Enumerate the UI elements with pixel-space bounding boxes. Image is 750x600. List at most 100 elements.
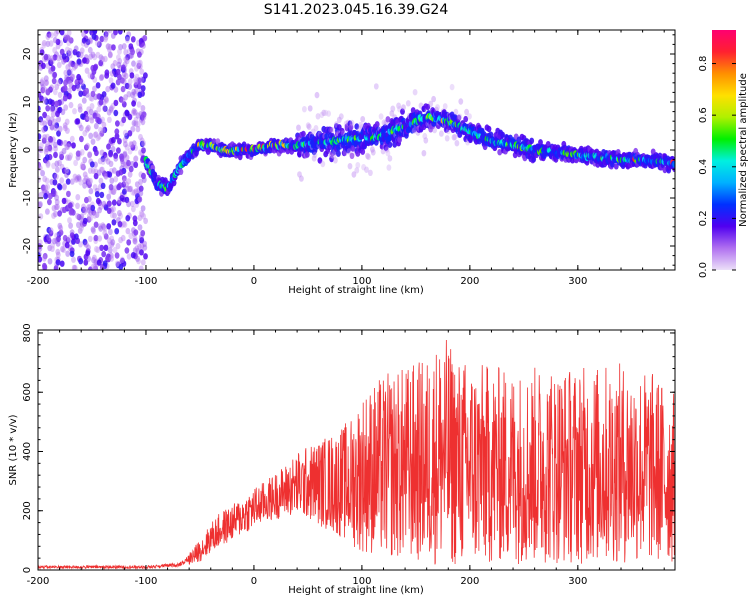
spectrogram-dot	[672, 161, 675, 168]
spectrogram-dot	[44, 79, 50, 86]
spectrogram-dot	[320, 160, 326, 168]
spectrogram-dot	[336, 150, 341, 157]
spectrogram-dot	[136, 257, 142, 265]
spectrogram-dot	[116, 199, 122, 207]
spectrogram-dot	[59, 98, 65, 105]
spectrogram-dot	[351, 171, 357, 178]
spectrogram-dot	[128, 185, 134, 192]
spectrogram-dot	[85, 113, 91, 121]
spectrogram-dot	[87, 37, 93, 44]
spectrogram-dot	[118, 212, 123, 220]
spectrogram-dot	[302, 106, 307, 113]
spectrogram-dot	[54, 83, 60, 91]
spectrogram-dot	[76, 51, 81, 58]
spectrogram-dot	[92, 30, 98, 34]
spectrogram-dot	[41, 97, 47, 105]
spectrogram-x-tick-label: 300	[568, 276, 587, 287]
spectrogram-dot	[113, 176, 119, 183]
spectrogram-dot	[54, 160, 60, 167]
spectrogram-dot	[97, 157, 103, 165]
spectrogram-dot	[76, 58, 82, 65]
spectrogram-dot	[48, 227, 54, 234]
spectrogram-dot	[71, 256, 76, 263]
spectrogram-dot	[54, 100, 60, 107]
spectrogram-dot	[62, 122, 68, 129]
spectrogram-dot	[121, 175, 127, 182]
spectrogram-dot	[61, 147, 67, 155]
spectrogram-dot	[140, 205, 146, 212]
spectrogram-dot	[87, 167, 93, 174]
spectrogram-dot	[57, 184, 63, 191]
spectrogram-dot	[48, 136, 53, 143]
spectrogram-dot	[99, 166, 105, 173]
spectrogram-dot	[134, 73, 140, 81]
spectrogram-dot	[453, 108, 459, 116]
spectrogram-dot	[121, 260, 127, 267]
spectrogram-dot	[103, 172, 108, 179]
spectrogram-dot	[99, 149, 105, 156]
spectrogram-dot	[137, 214, 143, 222]
spectrogram-dot	[38, 201, 43, 208]
spectrogram-dot	[48, 192, 53, 200]
spectrogram-dot	[45, 161, 51, 169]
spectrogram-dot	[135, 255, 140, 262]
spectrogram-dot	[83, 241, 89, 248]
spectrogram-dot	[72, 108, 77, 115]
spectrogram-dot	[138, 190, 144, 197]
spectrogram-dot	[44, 98, 50, 105]
spectrogram-dot	[127, 130, 133, 137]
spectrogram-dot	[130, 144, 136, 151]
spectrogram-dot	[63, 33, 69, 40]
spectrogram-dot	[423, 137, 429, 144]
spectrogram-dot	[96, 259, 102, 266]
spectrogram-dot	[103, 173, 109, 180]
spectrogram-dot	[124, 185, 130, 192]
spectrogram-dot	[299, 175, 304, 182]
spectrogram-dot	[83, 259, 89, 266]
spectrogram-dot	[38, 213, 44, 220]
spectrogram-dot	[86, 244, 91, 251]
snr-x-tick-label: 200	[460, 576, 479, 587]
spectrogram-dot	[467, 113, 472, 120]
snr-y-tick-label: 800	[22, 323, 33, 342]
spectrogram-dot	[71, 64, 77, 71]
spectrogram-dot	[38, 105, 41, 112]
spectrogram-dot	[136, 77, 142, 84]
spectrogram-dot	[39, 80, 45, 87]
spectrogram-dot	[54, 100, 59, 108]
spectrogram-dot	[56, 130, 61, 137]
spectrogram-dot	[73, 62, 79, 69]
spectrogram-dot	[99, 191, 105, 199]
spectrogram-dot	[133, 116, 139, 124]
spectrogram-dot	[76, 175, 82, 182]
spectrogram-dot	[123, 72, 129, 80]
spectrogram-dot	[84, 91, 90, 98]
spectrogram-dot	[134, 181, 140, 188]
spectrogram-dot	[122, 188, 127, 195]
spectrogram-y-tick-label: -10	[22, 190, 33, 206]
spectrogram-dot	[124, 196, 130, 204]
spectrogram-dot	[346, 148, 352, 155]
spectrogram-dot	[50, 242, 55, 249]
spectrogram-dot	[110, 82, 116, 89]
spectrogram-dot	[387, 155, 393, 162]
spectrogram-dot	[95, 197, 101, 205]
spectrogram-dot	[39, 95, 44, 102]
spectrogram-dot	[95, 40, 100, 47]
spectrogram-dot	[41, 187, 47, 194]
spectrogram-dot	[51, 77, 57, 85]
spectrogram-dot	[104, 97, 109, 104]
spectrogram-dot	[125, 215, 131, 222]
spectrogram-dot	[83, 174, 89, 182]
spectrogram-dot	[94, 191, 100, 198]
spectrogram-dot	[80, 161, 86, 168]
spectrogram-dot	[102, 126, 108, 134]
spectrogram-dot	[178, 168, 184, 175]
spectrogram-dot	[79, 163, 85, 170]
spectrogram-dot	[123, 56, 129, 63]
snr-y-tick-label: 0	[22, 567, 33, 573]
spectrogram-dot	[111, 205, 116, 213]
spectrogram-dot	[133, 88, 139, 95]
spectrogram-dot	[132, 247, 138, 254]
